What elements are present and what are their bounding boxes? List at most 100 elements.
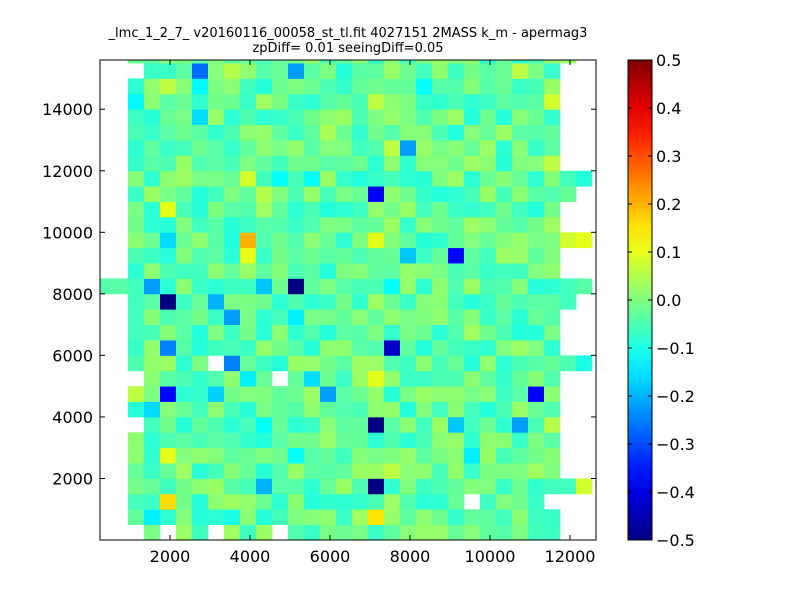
heatmap-cell: [272, 124, 289, 141]
heatmap-cell: [512, 93, 529, 110]
heatmap-cell: [352, 524, 369, 540]
heatmap-cell: [160, 340, 177, 356]
heatmap-cell: [288, 340, 305, 356]
heatmap-cell: [400, 78, 417, 95]
heatmap-cell: [144, 278, 161, 295]
heatmap-cell: [176, 216, 193, 233]
heatmap-cell: [128, 60, 145, 64]
heatmap-cell: [320, 247, 337, 264]
colorbar-tick-label: −0.1: [656, 339, 695, 358]
heatmap-cell: [368, 401, 385, 418]
heatmap-cell: [208, 370, 225, 387]
heatmap-cell: [368, 416, 385, 433]
heatmap-cell: [256, 293, 273, 310]
heatmap-cell: [512, 386, 529, 402]
heatmap-cell: [528, 386, 545, 402]
heatmap-cell: [192, 155, 209, 172]
heatmap-cell: [560, 60, 577, 64]
heatmap-cell: [464, 463, 481, 479]
heatmap-cell: [448, 60, 465, 64]
heatmap-cell: [400, 324, 417, 341]
heatmap-cell: [480, 232, 497, 249]
heatmap-cell: [480, 278, 497, 295]
heatmap-cell: [272, 140, 289, 156]
heatmap-cell: [320, 524, 337, 540]
heatmap-cell: [496, 524, 513, 540]
heatmap-cell: [176, 493, 193, 510]
heatmap-cell: [464, 247, 481, 264]
heatmap-cell: [480, 509, 497, 526]
heatmap-cell: [496, 309, 513, 326]
heatmap-cell: [304, 247, 321, 264]
heatmap-cell: [384, 170, 401, 187]
heatmap-cell: [272, 216, 289, 233]
heatmap-cell: [304, 63, 321, 79]
heatmap-cell: [176, 340, 193, 356]
heatmap-cell: [432, 278, 449, 295]
heatmap-cell: [368, 232, 385, 249]
heatmap-cell: [160, 432, 177, 449]
heatmap-cell: [512, 355, 529, 372]
heatmap-cell: [416, 124, 433, 141]
heatmap-cell: [352, 78, 369, 95]
colorbar-tick-label: 0.3: [656, 147, 681, 166]
heatmap-cell: [320, 109, 337, 126]
heatmap-cell: [128, 493, 145, 510]
heatmap-cell: [480, 524, 497, 540]
heatmap-cell: [224, 124, 241, 141]
y-tick-label: 10000: [42, 223, 93, 242]
heatmap-cell: [448, 63, 465, 79]
heatmap-cell: [256, 155, 273, 172]
heatmap-cell: [528, 309, 545, 326]
heatmap-cell: [544, 170, 561, 187]
heatmap-cell: [336, 232, 353, 249]
y-tick-label: 14000: [42, 100, 93, 119]
heatmap-cell: [304, 170, 321, 187]
heatmap-cell: [176, 60, 193, 64]
heatmap-cell: [224, 478, 241, 495]
heatmap-cell: [160, 493, 177, 510]
heatmap-cell: [544, 263, 561, 279]
heatmap-cell: [240, 493, 257, 510]
x-tick-label: 10000: [465, 547, 516, 566]
heatmap-cell: [320, 432, 337, 449]
heatmap-cell: [288, 463, 305, 479]
heatmap-cell: [384, 324, 401, 341]
heatmap-cell: [432, 478, 449, 495]
heatmap-cell: [256, 370, 273, 387]
heatmap-cell: [496, 386, 513, 402]
heatmap-cell: [432, 355, 449, 372]
heatmap-cell: [192, 355, 209, 372]
heatmap-cell: [448, 463, 465, 479]
heatmap-cell: [256, 170, 273, 187]
heatmap-cell: [144, 370, 161, 387]
heatmap-cell: [400, 93, 417, 110]
heatmap-cell: [464, 432, 481, 449]
heatmap-cell: [352, 247, 369, 264]
heatmap-cell: [544, 93, 561, 110]
heatmap-cell: [304, 401, 321, 418]
heatmap-cell: [240, 309, 257, 326]
heatmap-cell: [240, 478, 257, 495]
heatmap-cell: [416, 140, 433, 156]
heatmap-cell: [400, 463, 417, 479]
heatmap-cell: [224, 93, 241, 110]
heatmap-cell: [208, 60, 225, 64]
heatmap-cell: [240, 124, 257, 141]
heatmap-cell: [304, 509, 321, 526]
heatmap-cell: [416, 524, 433, 540]
heatmap-cell: [416, 186, 433, 202]
heatmap-cell: [464, 155, 481, 172]
heatmap-cell: [528, 293, 545, 310]
heatmap-cell: [272, 509, 289, 526]
heatmap-cell: [384, 416, 401, 433]
heatmap-cell: [192, 416, 209, 433]
heatmap-cell: [400, 524, 417, 540]
heatmap-cell: [512, 370, 529, 387]
heatmap-cell: [288, 216, 305, 233]
heatmap-cell: [176, 155, 193, 172]
heatmap-cell: [432, 124, 449, 141]
heatmap-cell: [432, 447, 449, 464]
heatmap-cell: [368, 370, 385, 387]
heatmap-cell: [432, 60, 449, 64]
